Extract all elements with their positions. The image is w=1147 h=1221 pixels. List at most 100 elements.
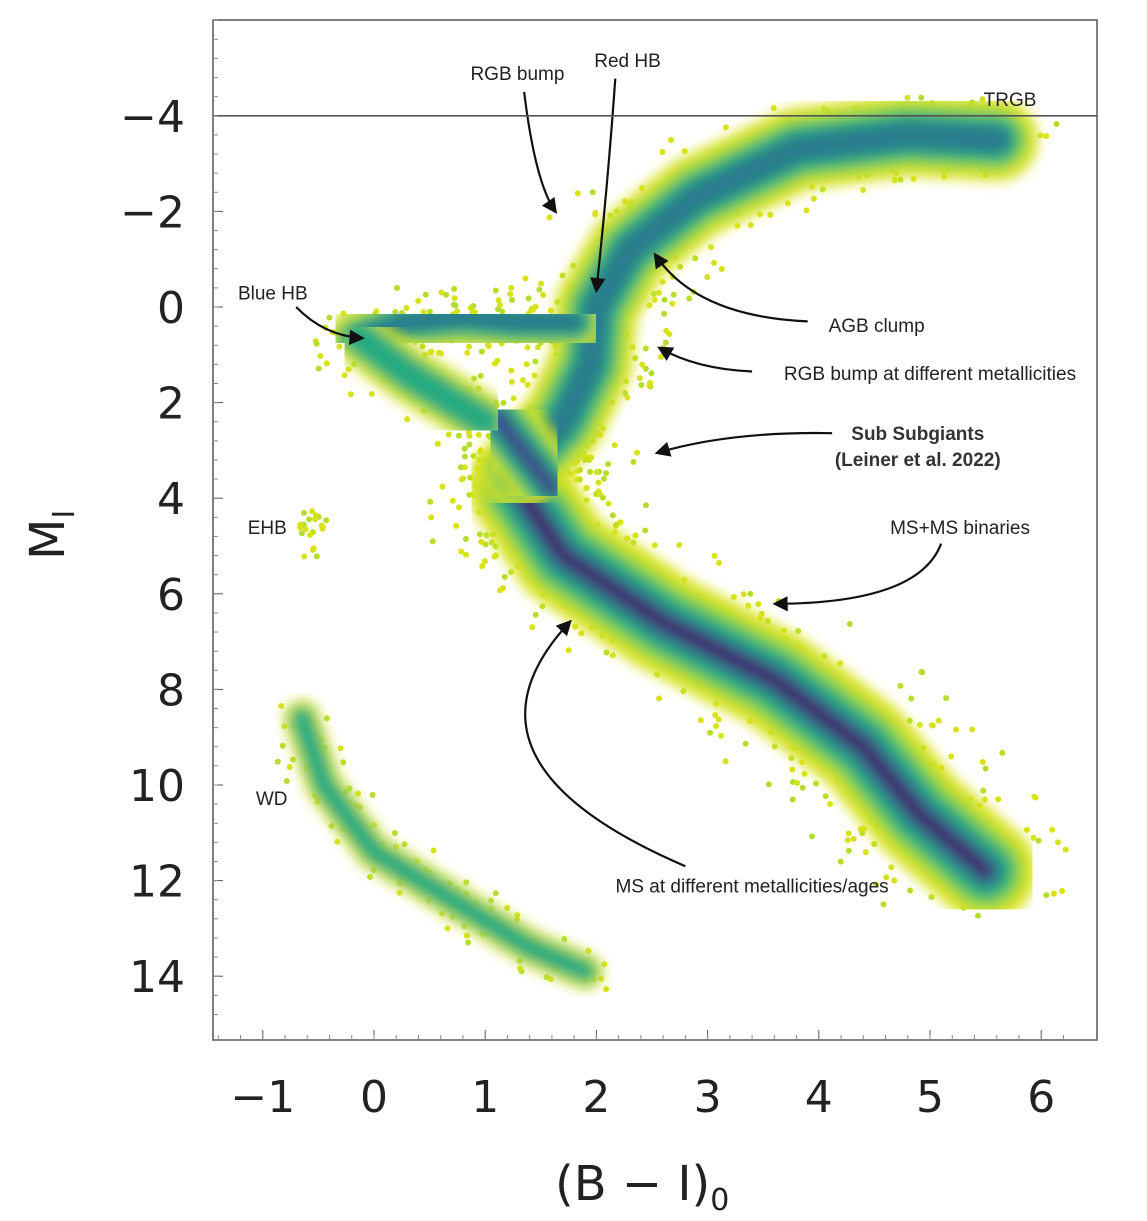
branch-red-giant-branch [477,93,1038,511]
star-point [430,847,437,854]
annotation-arrow [524,619,686,868]
star-point [918,668,925,675]
star-point [859,830,866,837]
star-point [891,177,898,184]
star-point [747,222,754,229]
star-point [648,370,655,377]
star-point [1053,121,1060,128]
density-contour [283,699,604,990]
star-point [670,291,677,298]
star-point [278,702,285,709]
star-point [676,542,683,549]
star-point [458,548,465,555]
star-point [837,858,844,865]
star-point [862,849,869,856]
star-point [801,770,808,777]
y-tick-label: 4 [157,474,185,525]
star-point [713,723,720,730]
x-tick-label: 5 [916,1072,944,1123]
x-tick-label: −1 [230,1072,295,1123]
annotation-arrow [295,306,365,345]
star-point [624,394,631,401]
star-point [630,458,637,465]
star-point [707,729,714,736]
star-point [917,721,924,728]
star-point [355,790,362,797]
star-point [712,712,719,719]
star-point [334,838,341,845]
annotation: Sub Subgiants (Leiner et al. 2022) [654,424,1001,471]
star-point [704,274,711,281]
star-point [747,590,754,597]
star-point [819,186,826,193]
annotation-arrow [523,91,558,214]
annotation-label: (Leiner et al. 2022) [835,450,1001,471]
x-tick-label: 0 [360,1072,388,1123]
star-point [313,340,320,347]
star-point [460,475,467,482]
star-point [742,740,749,747]
star-point [789,796,796,803]
star-point [668,137,675,144]
star-point [587,468,594,475]
star-point [605,500,612,507]
star-point [317,353,324,360]
star-point [603,470,610,477]
star-point [435,349,442,356]
star-point [482,541,489,548]
star-point [891,877,898,884]
star-point [449,497,456,504]
star-point [315,365,322,372]
annotation: MS at different metallicities/ages [524,619,889,897]
star-point [463,551,470,558]
star-point [755,601,762,608]
star-point [880,901,887,908]
star-point [617,519,624,526]
star-point [770,105,777,112]
star-point [323,517,330,524]
x-tick-label: 3 [694,1072,722,1123]
annotation-label: WD [256,789,288,810]
star-point [596,491,603,498]
star-point [715,716,722,723]
star-point [642,527,649,534]
y-tick-label: 6 [157,570,185,621]
star-point [290,756,297,763]
star-point [428,514,435,521]
star-point [907,887,914,894]
star-point [561,935,568,942]
star-point [461,445,468,452]
star-point [948,753,955,760]
star-point [600,475,607,482]
annotation-arrow [653,252,808,323]
star-point [663,327,670,334]
star-point [929,722,936,729]
star-point [642,502,649,509]
x-axis-label: (B − I)0 [555,1156,729,1218]
star-point [456,504,463,511]
star-point [765,781,772,788]
star-point [844,837,851,844]
star-point [279,742,286,749]
x-tick-label: 4 [805,1072,833,1123]
branch-white-dwarfs [283,699,604,990]
annotation: RGB bump at different metallicities [657,346,1076,385]
star-point [539,603,546,610]
star-point [758,610,765,617]
star-point [367,873,374,880]
star-point [789,766,796,773]
star-point [286,763,293,770]
annotations: RGB bump Red HB Blue HB AGB clump RGB bump a… [238,51,1076,898]
star-point [429,538,436,545]
branch-blue-hb-tail [329,308,513,450]
star-point [837,660,844,667]
star-point [463,932,470,939]
star-point [492,890,499,897]
star-point [547,976,554,983]
y-tick-label: 10 [129,761,185,812]
star-point [803,207,810,214]
star-point [523,361,530,368]
star-point [716,559,723,566]
star-point [603,986,610,993]
star-point [477,372,484,379]
